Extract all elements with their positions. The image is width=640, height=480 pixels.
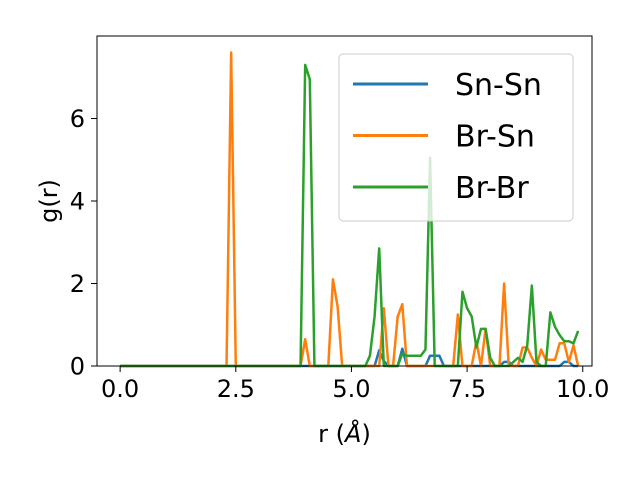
y-tick-label: 0 — [70, 353, 85, 381]
x-tick-label: 7.5 — [448, 375, 486, 403]
legend-label-br-sn: Br-Sn — [455, 120, 535, 155]
y-axis-label: g(r) — [35, 179, 63, 223]
x-axis-label-prefix: r ( — [318, 420, 345, 448]
y-tick-label: 2 — [70, 270, 85, 298]
y-tick-label: 4 — [70, 188, 85, 216]
legend-label-sn-sn: Sn-Sn — [455, 68, 542, 103]
x-axis-label-unit: Å — [343, 419, 361, 448]
x-axis-label: r (Å) — [318, 419, 371, 448]
ticks-layer: 0.0 2.5 5.0 7.5 10.0 0 2 4 6 — [70, 105, 610, 403]
legend-label-br-br: Br-Br — [455, 171, 529, 206]
y-tick-label: 6 — [70, 105, 85, 133]
x-tick-label: 2.5 — [217, 375, 255, 403]
x-tick-label: 10.0 — [556, 375, 609, 403]
x-tick-label: 5.0 — [332, 375, 370, 403]
legend: Sn-Sn Br-Sn Br-Br — [338, 53, 574, 222]
x-tick-label: 0.0 — [101, 375, 139, 403]
x-axis-label-suffix: ) — [361, 420, 370, 448]
legend-box — [338, 53, 574, 222]
